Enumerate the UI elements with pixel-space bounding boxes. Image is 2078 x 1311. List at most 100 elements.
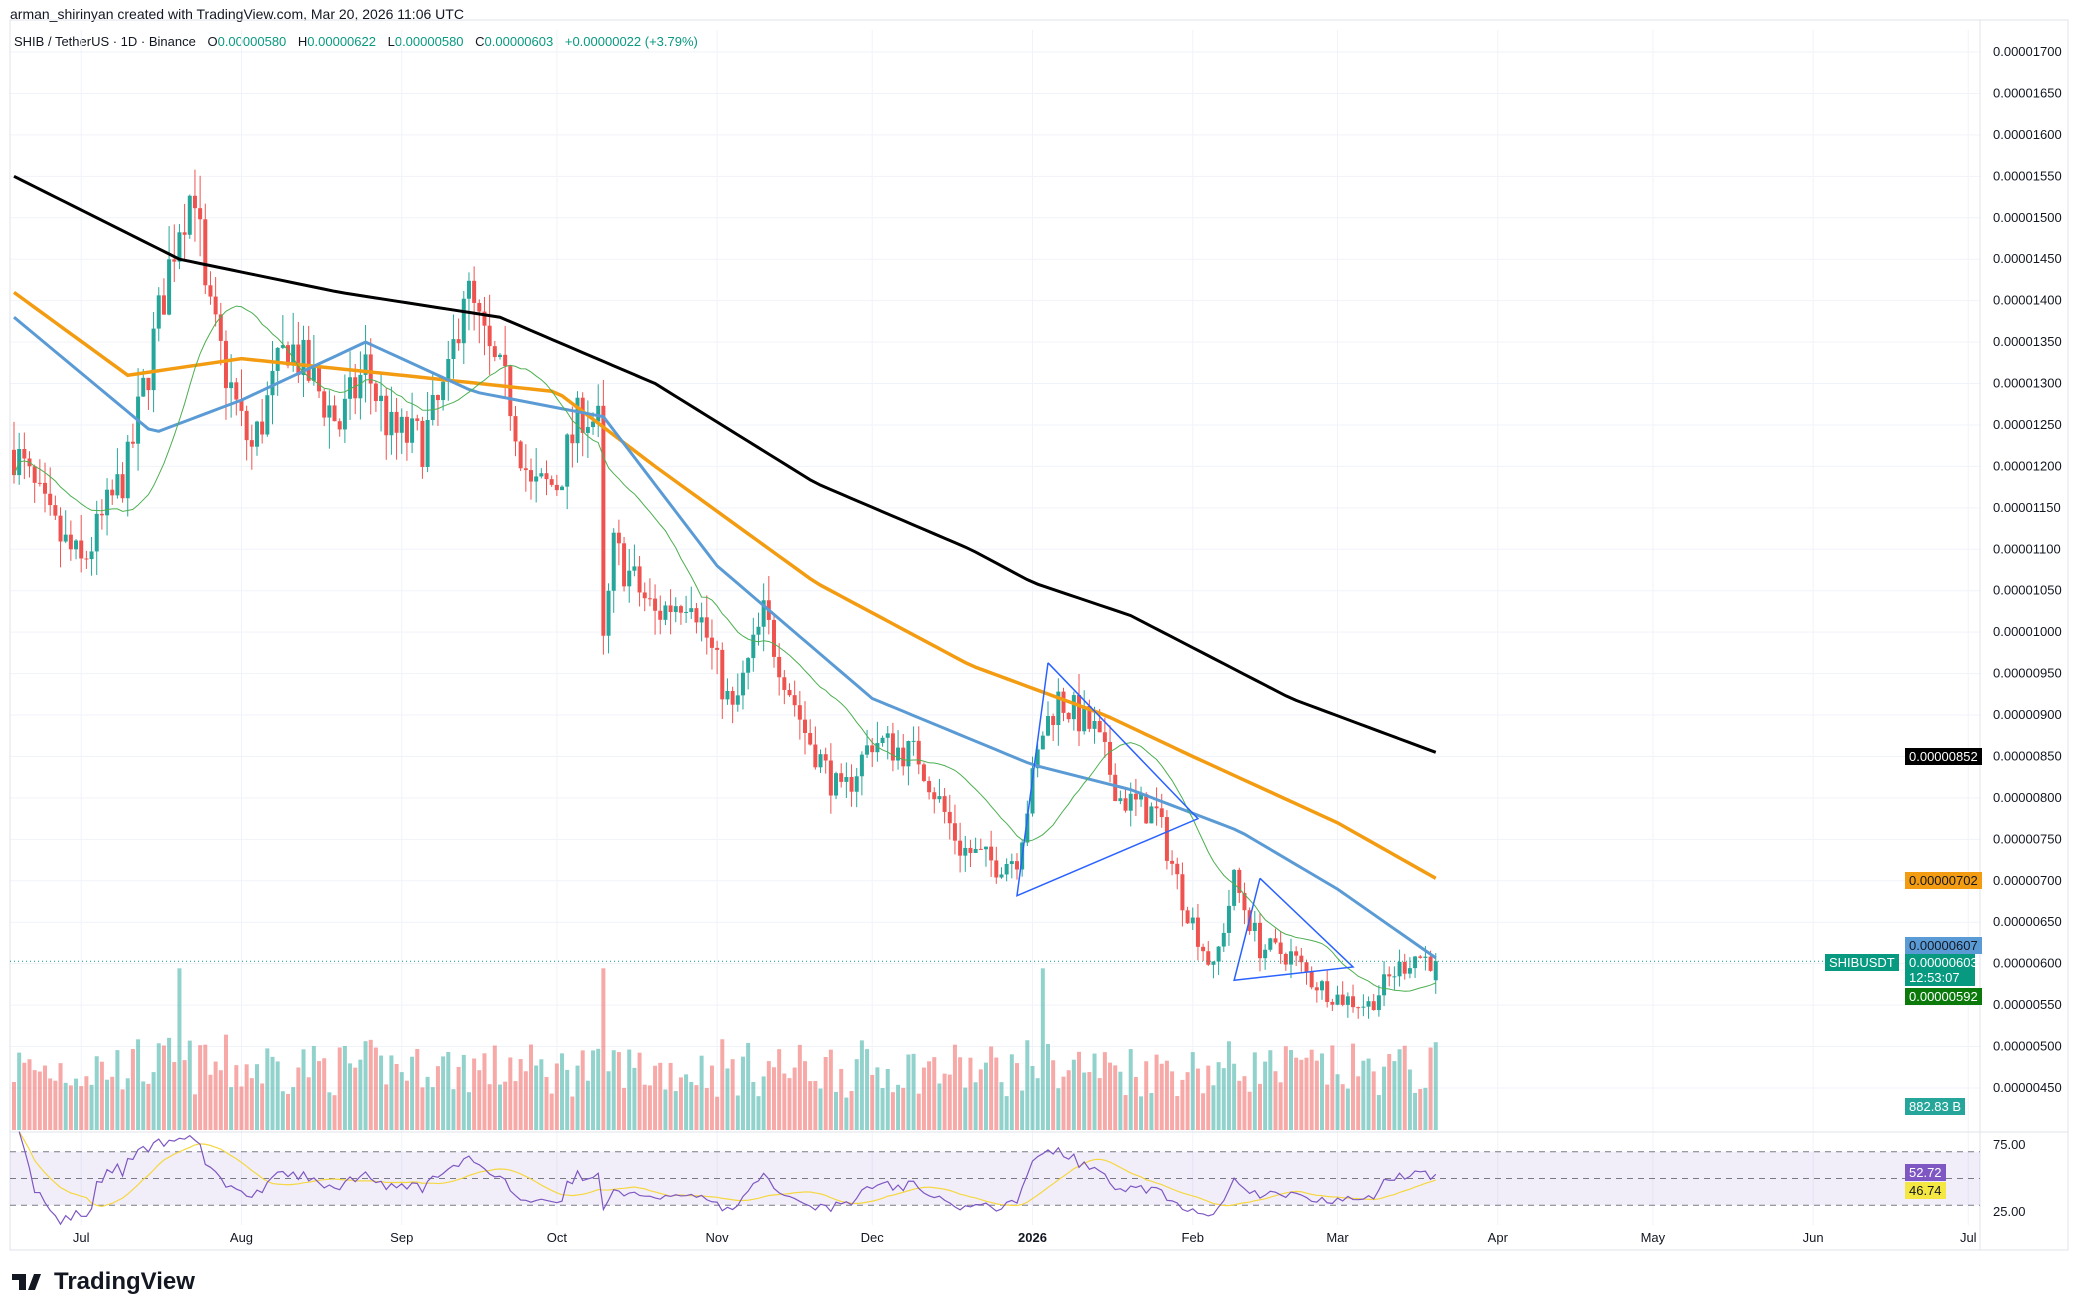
candle-body: [932, 792, 937, 800]
logo-text: TradingView: [54, 1268, 195, 1295]
candle-body: [1371, 1001, 1376, 1011]
volume-bar: [1304, 1057, 1309, 1130]
candle-body: [834, 773, 839, 796]
volume-bar: [337, 1047, 342, 1130]
volume-bar: [921, 1067, 926, 1130]
candle-body: [875, 743, 880, 753]
volume-bar: [172, 1062, 177, 1130]
volume-bar: [1407, 1069, 1412, 1130]
volume-bar: [110, 1076, 115, 1130]
price-tick-label: 0.00001400: [1993, 293, 2062, 308]
candle-body: [301, 339, 306, 376]
volume-bar: [999, 1082, 1004, 1130]
volume-bar: [22, 1062, 27, 1130]
candle-body: [518, 441, 523, 469]
candle-body: [1082, 705, 1087, 732]
volume-bar: [130, 1049, 135, 1130]
volume-bar: [1361, 1060, 1366, 1130]
volume-bar: [218, 1070, 223, 1130]
candle-body: [529, 470, 533, 482]
candle-body: [198, 208, 203, 220]
volume-bar: [834, 1091, 839, 1130]
candle-body: [844, 776, 849, 782]
volume-bar: [270, 1056, 275, 1130]
candle-body: [156, 295, 161, 329]
candle-body: [523, 468, 528, 471]
volume-bar: [849, 1091, 854, 1130]
candle-body: [425, 419, 430, 467]
volume-bar: [973, 1082, 978, 1130]
volume-bar: [327, 1092, 332, 1130]
volume-bar: [1340, 1084, 1345, 1130]
volume-bar: [280, 1091, 285, 1130]
candle-body: [94, 513, 99, 552]
volume-bar: [1102, 1052, 1107, 1130]
candle-body: [172, 259, 177, 262]
volume-bar: [37, 1071, 42, 1130]
ma50-line: [13, 316, 1437, 960]
volume-bar: [637, 1052, 642, 1130]
candle-body: [466, 280, 471, 299]
candle-body: [787, 689, 792, 696]
time-tick-label: Aug: [230, 1230, 253, 1245]
candle-body: [1087, 705, 1092, 729]
volume-bar: [720, 1039, 725, 1130]
volume-bar: [1030, 1065, 1035, 1130]
volume-bar: [1123, 1095, 1128, 1130]
volume-bar: [942, 1073, 947, 1130]
volume-bar: [1226, 1041, 1231, 1130]
volume-bar: [275, 1061, 280, 1130]
volume-bar: [787, 1078, 792, 1130]
candle-body: [389, 411, 394, 436]
time-tick-label: Oct: [547, 1230, 568, 1245]
candle-body: [420, 420, 425, 467]
volume-bar: [927, 1061, 932, 1130]
candle-body: [280, 345, 285, 348]
volume-bar: [663, 1089, 668, 1130]
volume-bar: [487, 1084, 492, 1130]
candle-body: [973, 848, 978, 853]
volume-bar: [249, 1078, 254, 1130]
volume-bar: [1144, 1061, 1149, 1130]
candle-body: [1278, 942, 1283, 954]
volume-bar: [756, 1096, 761, 1130]
rsi-tag: 52.72: [1905, 1164, 1946, 1181]
volume-bar: [1309, 1049, 1314, 1130]
candle-body: [808, 732, 813, 745]
volume-bar: [187, 1040, 192, 1130]
volume-bar: [1257, 1083, 1262, 1130]
candle-body: [746, 658, 751, 673]
volume-bar: [79, 1086, 84, 1130]
volume-bar: [404, 1080, 409, 1130]
volume-bar: [596, 1048, 601, 1130]
candle-body: [725, 690, 730, 700]
time-tick-label: Mar: [1326, 1230, 1349, 1245]
volume-bar: [1139, 1096, 1144, 1130]
candle-body: [399, 416, 404, 433]
candle-body: [84, 558, 89, 560]
time-tick-label: Feb: [1182, 1230, 1204, 1245]
volume-bar: [735, 1095, 740, 1130]
volume-bar: [1185, 1072, 1190, 1130]
volume-bar: [947, 1074, 952, 1130]
candle-body: [327, 405, 332, 418]
volume-bar: [771, 1067, 776, 1130]
candle-body: [68, 534, 73, 550]
volume-bar: [523, 1071, 528, 1130]
volume-bar: [554, 1063, 559, 1130]
tradingview-logo[interactable]: TradingView: [12, 1268, 195, 1296]
volume-bar: [958, 1057, 963, 1130]
candle-body: [839, 773, 844, 782]
volume-bar: [1433, 1042, 1438, 1130]
candle-body: [1035, 749, 1040, 769]
symbol-title[interactable]: SHIB / TetherUS · 1D · Binance: [14, 34, 196, 49]
volume-bar: [53, 1080, 58, 1130]
candle-body: [1164, 817, 1169, 861]
volume-bar: [875, 1067, 880, 1130]
candle-body: [451, 339, 456, 360]
candle-body: [591, 421, 596, 428]
candle-body: [234, 382, 239, 400]
volume-bar: [389, 1055, 394, 1130]
